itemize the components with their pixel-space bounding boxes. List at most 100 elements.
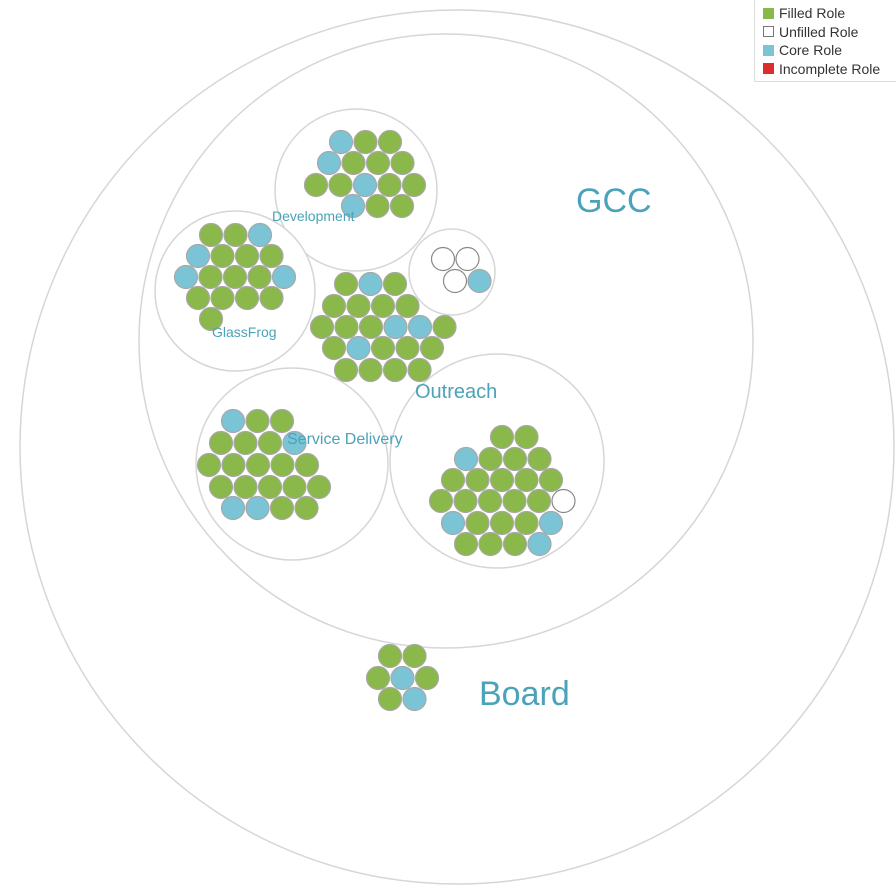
filled-role-node[interactable]: [233, 474, 258, 500]
filled-role-node[interactable]: [478, 446, 503, 472]
filled-role-node[interactable]: [234, 285, 260, 311]
core-role-node[interactable]: [453, 446, 479, 472]
filled-role-node[interactable]: [502, 531, 528, 557]
filled-role-node[interactable]: [401, 172, 427, 198]
filled-role-node[interactable]: [321, 293, 347, 319]
core-role-node[interactable]: [407, 314, 433, 340]
filled-role-node[interactable]: [233, 430, 258, 456]
unfilled-role-node[interactable]: [442, 268, 468, 294]
filled-role-node[interactable]: [257, 474, 283, 500]
filled-role-node[interactable]: [333, 271, 359, 297]
filled-role-node[interactable]: [333, 357, 359, 383]
filled-role-node[interactable]: [247, 264, 272, 290]
core-role-node[interactable]: [316, 150, 342, 176]
filled-role-node[interactable]: [234, 243, 260, 269]
filled-role-node[interactable]: [294, 452, 320, 478]
filled-role-node[interactable]: [407, 357, 432, 383]
filled-role-node[interactable]: [432, 314, 457, 340]
unfilled-role-node[interactable]: [455, 246, 480, 272]
filled-role-node[interactable]: [321, 335, 347, 361]
core-role-node[interactable]: [440, 510, 466, 536]
filled-role-node[interactable]: [269, 495, 295, 521]
filled-role-node[interactable]: [377, 172, 402, 198]
filled-role-node[interactable]: [221, 452, 246, 478]
filled-role-node[interactable]: [210, 285, 235, 311]
filled-role-node[interactable]: [514, 510, 539, 536]
filled-role-node[interactable]: [222, 264, 248, 290]
filled-role-node[interactable]: [377, 129, 403, 155]
unfilled-role-node[interactable]: [430, 246, 456, 272]
filled-role-node[interactable]: [395, 335, 420, 361]
filled-role-node[interactable]: [402, 643, 427, 669]
filled-role-node[interactable]: [453, 488, 478, 514]
core-role-node[interactable]: [173, 264, 199, 290]
filled-role-node[interactable]: [358, 357, 383, 383]
core-role-node[interactable]: [527, 531, 552, 557]
core-role-node[interactable]: [340, 193, 366, 219]
filled-role-node[interactable]: [198, 264, 223, 290]
filled-role-node[interactable]: [370, 335, 396, 361]
filled-role-node[interactable]: [489, 467, 515, 493]
filled-role-node[interactable]: [453, 531, 479, 557]
filled-role-node[interactable]: [478, 531, 503, 557]
filled-role-node[interactable]: [294, 495, 319, 521]
filled-role-node[interactable]: [196, 452, 222, 478]
filled-role-node[interactable]: [389, 193, 415, 219]
filled-role-node[interactable]: [259, 243, 284, 269]
filled-role-node[interactable]: [270, 452, 295, 478]
filled-role-node[interactable]: [514, 424, 539, 450]
filled-role-node[interactable]: [328, 172, 353, 198]
filled-role-node[interactable]: [465, 510, 490, 536]
filled-role-node[interactable]: [257, 430, 283, 456]
core-role-node[interactable]: [220, 495, 246, 521]
core-role-node[interactable]: [390, 665, 415, 691]
filled-role-node[interactable]: [334, 314, 359, 340]
filled-role-node[interactable]: [465, 467, 490, 493]
core-role-node[interactable]: [247, 222, 273, 248]
filled-role-node[interactable]: [306, 474, 332, 500]
filled-role-node[interactable]: [259, 285, 284, 311]
filled-role-node[interactable]: [185, 285, 211, 311]
core-role-node[interactable]: [282, 430, 307, 456]
core-role-node[interactable]: [358, 271, 383, 297]
filled-role-node[interactable]: [370, 293, 396, 319]
filled-role-node[interactable]: [489, 424, 515, 450]
core-role-node[interactable]: [185, 243, 211, 269]
filled-role-node[interactable]: [502, 488, 527, 514]
filled-role-node[interactable]: [245, 408, 270, 434]
filled-role-node[interactable]: [514, 467, 539, 493]
filled-role-node[interactable]: [309, 314, 335, 340]
filled-role-node[interactable]: [377, 686, 403, 712]
filled-role-node[interactable]: [282, 474, 307, 500]
unfilled-role-node[interactable]: [551, 488, 576, 514]
filled-role-node[interactable]: [365, 150, 391, 176]
filled-role-node[interactable]: [526, 488, 552, 514]
filled-role-node[interactable]: [527, 446, 552, 472]
core-role-node[interactable]: [220, 408, 246, 434]
filled-role-node[interactable]: [365, 665, 391, 691]
filled-role-node[interactable]: [358, 314, 384, 340]
filled-role-node[interactable]: [395, 293, 420, 319]
filled-role-node[interactable]: [428, 488, 454, 514]
filled-role-node[interactable]: [477, 488, 503, 514]
core-role-node[interactable]: [328, 129, 354, 155]
core-role-node[interactable]: [383, 314, 408, 340]
filled-role-node[interactable]: [377, 643, 403, 669]
filled-role-node[interactable]: [303, 172, 329, 198]
core-role-node[interactable]: [245, 495, 270, 521]
filled-role-node[interactable]: [382, 357, 408, 383]
filled-role-node[interactable]: [489, 510, 515, 536]
gcc-circle[interactable]: [138, 33, 754, 649]
filled-role-node[interactable]: [245, 452, 271, 478]
filled-role-node[interactable]: [502, 446, 528, 472]
filled-role-node[interactable]: [269, 408, 295, 434]
filled-role-node[interactable]: [341, 150, 366, 176]
filled-role-node[interactable]: [390, 150, 415, 176]
core-role-node[interactable]: [346, 335, 371, 361]
filled-role-node[interactable]: [365, 193, 390, 219]
filled-role-node[interactable]: [208, 430, 234, 456]
filled-role-node[interactable]: [353, 129, 378, 155]
core-role-node[interactable]: [271, 264, 297, 290]
filled-role-node[interactable]: [440, 467, 466, 493]
core-role-node[interactable]: [352, 172, 378, 198]
